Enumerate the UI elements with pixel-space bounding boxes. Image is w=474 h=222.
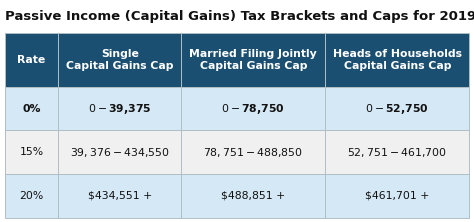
Text: $0 - $39,375: $0 - $39,375 xyxy=(88,101,151,115)
Bar xyxy=(181,130,325,174)
Text: $488,851 +: $488,851 + xyxy=(221,191,285,201)
Bar xyxy=(5,87,58,130)
Text: $52,751 - $461,700: $52,751 - $461,700 xyxy=(347,146,447,159)
Bar xyxy=(5,130,58,174)
Bar xyxy=(58,87,181,130)
Bar xyxy=(325,87,469,130)
Text: Passive Income (Capital Gains) Tax Brackets and Caps for 2019: Passive Income (Capital Gains) Tax Brack… xyxy=(5,10,474,23)
Text: Heads of Households
Capital Gains Cap: Heads of Households Capital Gains Cap xyxy=(333,49,462,71)
Text: $78,751 - $488,850: $78,751 - $488,850 xyxy=(203,146,303,159)
Bar xyxy=(181,33,325,87)
Text: Rate: Rate xyxy=(18,55,46,65)
Bar xyxy=(325,33,469,87)
Bar xyxy=(58,33,181,87)
Bar xyxy=(58,130,181,174)
Bar xyxy=(58,174,181,218)
Text: $461,701 +: $461,701 + xyxy=(365,191,429,201)
Text: $434,551 +: $434,551 + xyxy=(88,191,152,201)
Text: $0 - $78,750: $0 - $78,750 xyxy=(221,101,285,115)
Text: Single
Capital Gains Cap: Single Capital Gains Cap xyxy=(66,49,173,71)
Text: 15%: 15% xyxy=(19,147,44,157)
Bar xyxy=(181,87,325,130)
Bar xyxy=(181,174,325,218)
Text: $0 - $52,750: $0 - $52,750 xyxy=(365,101,429,115)
Bar xyxy=(5,174,58,218)
Bar xyxy=(325,130,469,174)
Bar xyxy=(5,33,58,87)
Text: $39,376 - $434,550: $39,376 - $434,550 xyxy=(70,146,170,159)
Text: Married Filing Jointly
Capital Gains Cap: Married Filing Jointly Capital Gains Cap xyxy=(190,49,317,71)
Bar xyxy=(325,174,469,218)
Text: 20%: 20% xyxy=(19,191,44,201)
Text: 0%: 0% xyxy=(22,103,41,113)
